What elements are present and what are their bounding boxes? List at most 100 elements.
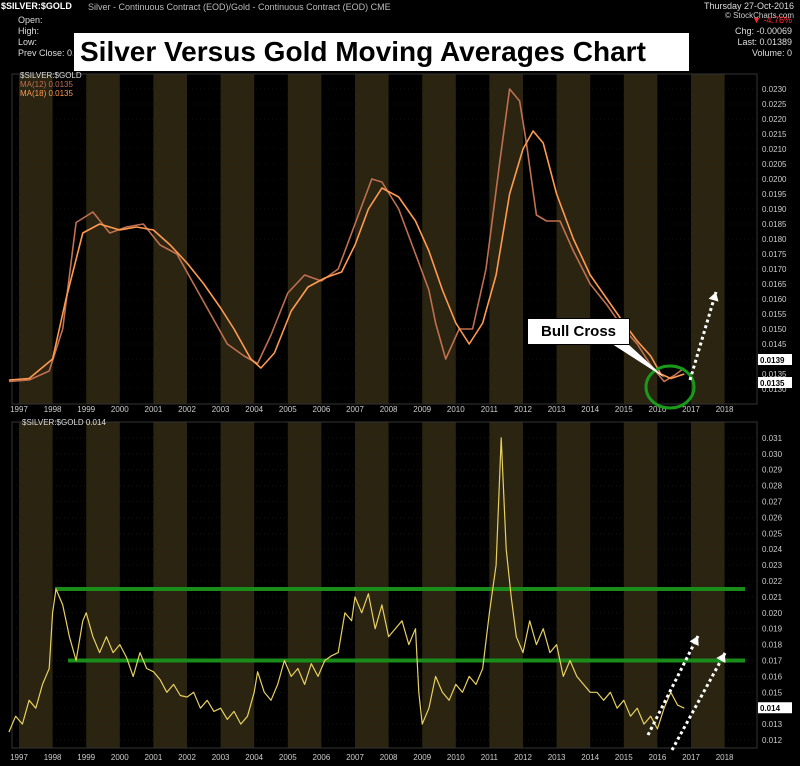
- x-tick-label: 2014: [581, 753, 599, 762]
- y-tick-label: 0.012: [762, 736, 783, 745]
- y-tick-label: 0.0135: [762, 370, 787, 379]
- bullish-arrow: [646, 635, 700, 736]
- x-tick-label: 2000: [111, 753, 129, 762]
- x-tick-label: 2012: [514, 405, 532, 414]
- ratio-panel-legend: $SILVER:$GOLD 0.014: [22, 418, 106, 427]
- y-tick-label: 0.0130: [762, 385, 787, 394]
- x-tick-label: 2006: [313, 753, 331, 762]
- legend-ma18: MA(18) 0.0135: [20, 89, 73, 98]
- x-tick-label: 2018: [716, 753, 734, 762]
- x-tick-label: 2005: [279, 753, 297, 762]
- y-tick-label: 0.0155: [762, 310, 787, 319]
- year-band: [86, 74, 120, 404]
- last-value-tag: [758, 377, 792, 388]
- x-tick-label: 2016: [649, 405, 667, 414]
- x-tick-label: 2010: [447, 405, 465, 414]
- ma-panel: 0.0139 0.0135: [8, 88, 792, 388]
- x-tick-label: 2001: [145, 753, 163, 762]
- year-band: [153, 422, 187, 748]
- x-tick-label: 2013: [548, 753, 566, 762]
- x-tick-label: 2004: [245, 405, 263, 414]
- quote-label-low: Low:: [18, 37, 38, 47]
- y-tick-label: 0.024: [762, 545, 783, 554]
- x-tick-label: 2016: [649, 753, 667, 762]
- x-tick-label: 2017: [682, 753, 700, 762]
- ratio-panel: 0.014: [8, 437, 792, 733]
- bull-cross-circle: [644, 364, 696, 410]
- quote-change: Chg: -0.00069: [734, 26, 792, 36]
- x-tick-label: 2003: [212, 405, 230, 414]
- y-tick-label: 0.013: [762, 720, 783, 729]
- x-tick-label: 2009: [413, 753, 431, 762]
- year-band: [489, 74, 523, 404]
- quote-last: Last: 0.01389: [737, 37, 792, 47]
- y-tick-label: 0.027: [762, 498, 783, 507]
- x-tick-label: 2008: [380, 753, 398, 762]
- year-band: [623, 422, 658, 748]
- y-tick-label: 0.020: [762, 609, 783, 618]
- x-tick-label: 2007: [346, 405, 364, 414]
- y-tick-label: 0.0195: [762, 190, 787, 199]
- x-tick-label: 2003: [212, 753, 230, 762]
- y-tick-label: 0.0160: [762, 295, 787, 304]
- x-tick-label: 1998: [44, 753, 62, 762]
- year-band: [489, 422, 523, 748]
- last-value-label: 0.014: [760, 704, 781, 713]
- y-tick-label: 0.017: [762, 657, 783, 666]
- year-band: [422, 422, 456, 748]
- y-tick-label: 0.0150: [762, 325, 787, 334]
- legend-symbol: $SILVER:$GOLD: [20, 71, 82, 80]
- x-tick-label: 1999: [77, 405, 95, 414]
- x-tick-label: 2000: [111, 405, 129, 414]
- x-tick-label: 2014: [581, 405, 599, 414]
- year-band: [19, 422, 53, 748]
- quote-label-open: Open:: [18, 15, 43, 25]
- y-tick-label: 0.016: [762, 672, 783, 681]
- year-band: [691, 422, 725, 748]
- year-bands: [19, 74, 725, 748]
- y-tick-label: 0.023: [762, 561, 783, 570]
- y-tick-label: 0.0220: [762, 115, 787, 124]
- x-tick-label: 2011: [481, 405, 499, 414]
- legend-ma12: MA(12) 0.0135: [20, 80, 73, 89]
- x-tick-label: 2002: [178, 753, 196, 762]
- series-line: [8, 88, 685, 383]
- y-tick-label: 0.0190: [762, 205, 787, 214]
- quote-label-prev-close: Prev Close: 0.01458: [18, 48, 100, 58]
- x-tick-label: 2008: [380, 405, 398, 414]
- x-tick-label: 1997: [10, 753, 28, 762]
- bull-cross-callout: Bull Cross: [527, 318, 630, 345]
- x-tick-label: 2006: [313, 405, 331, 414]
- bullish-arrow-head: [689, 636, 699, 646]
- y-tick-label: 0.029: [762, 466, 783, 475]
- x-tick-label: 2009: [413, 405, 431, 414]
- y-tick-label: 0.0215: [762, 130, 787, 139]
- x-tick-label: 2015: [615, 753, 633, 762]
- y-tick-label: 0.0180: [762, 235, 787, 244]
- y-tick-label: 0.030: [762, 450, 783, 459]
- y-tick-label: 0.025: [762, 529, 783, 538]
- bullish-arrow-head: [716, 653, 726, 663]
- series-line: [8, 437, 685, 733]
- grid-lines: 1997 1998 1999 2000 2001 2002 2003 2004 2005 2006…: [10, 73, 787, 762]
- y-tick-label: 0.0200: [762, 175, 787, 184]
- x-tick-label: 2017: [682, 405, 700, 414]
- year-band: [220, 422, 255, 748]
- x-tick-label: 2001: [145, 405, 163, 414]
- year-band: [556, 422, 591, 748]
- symbol-label: $SILVER:$GOLD: [1, 1, 72, 11]
- last-value-tag: [758, 702, 792, 714]
- y-tick-label: 0.0225: [762, 100, 787, 109]
- quote-label-high: High:: [18, 26, 40, 36]
- x-tick-label: 2010: [447, 753, 465, 762]
- callout-pointer: [612, 344, 665, 378]
- chart-title: Silver Versus Gold Moving Averages Chart: [73, 32, 690, 72]
- y-tick-label: 0.028: [762, 482, 783, 491]
- y-tick-label: 0.031: [762, 434, 783, 443]
- x-tick-label: 2007: [346, 753, 364, 762]
- series-line: [8, 130, 685, 381]
- year-band: [86, 422, 120, 748]
- year-band: [422, 74, 456, 404]
- last-value-label: 0.0139: [760, 356, 785, 365]
